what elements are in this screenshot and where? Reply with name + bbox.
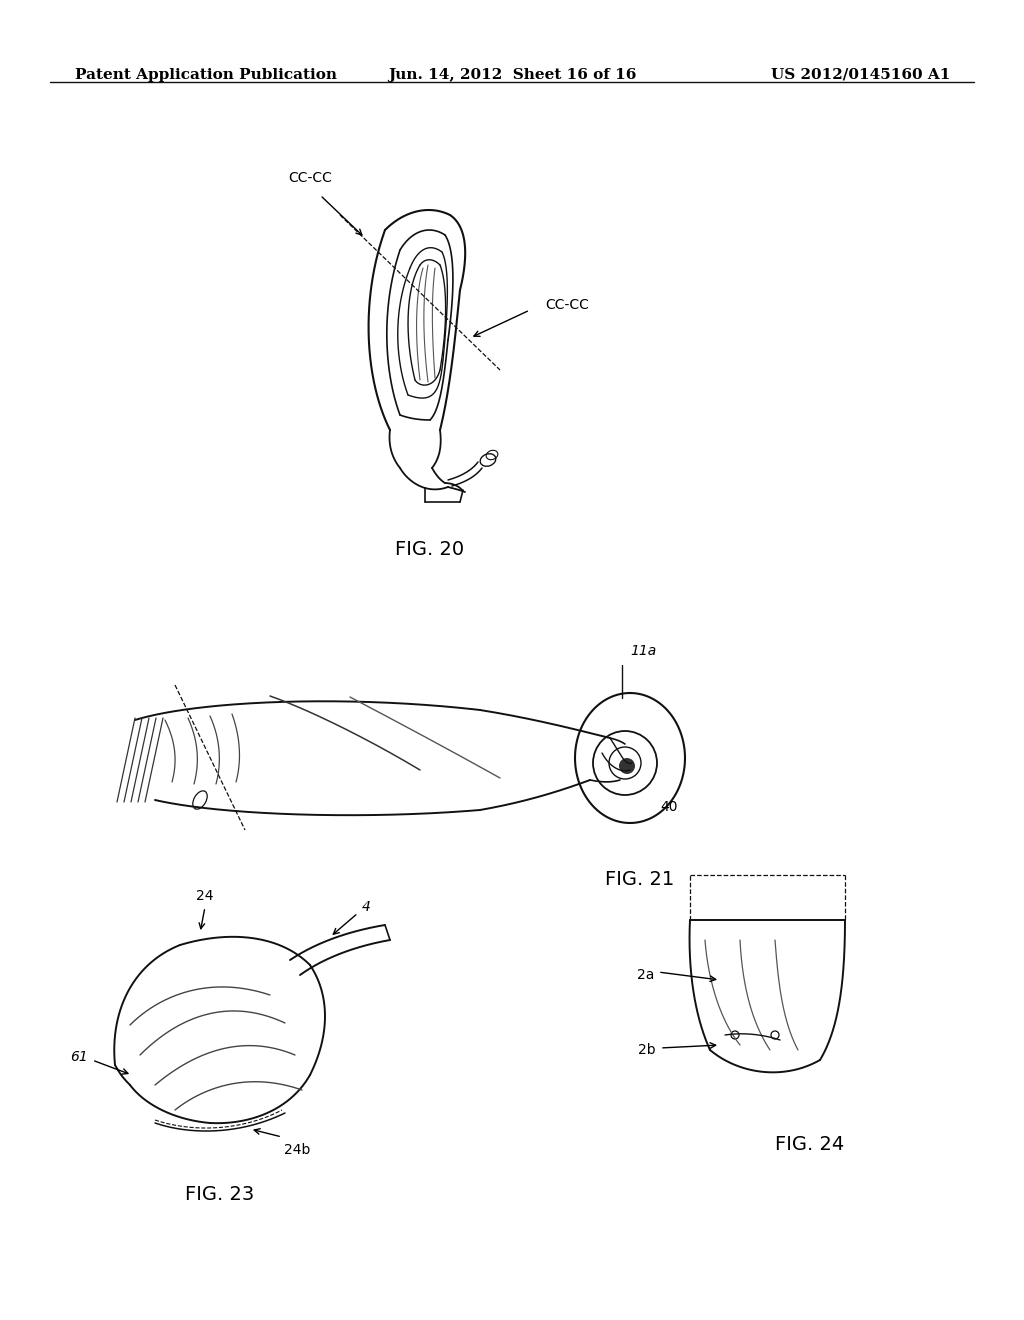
Text: FIG. 20: FIG. 20: [395, 540, 465, 558]
Text: 24: 24: [197, 888, 214, 903]
Text: 61: 61: [71, 1049, 88, 1064]
Text: 4: 4: [362, 900, 371, 913]
Text: CC-CC: CC-CC: [288, 172, 332, 185]
Text: US 2012/0145160 A1: US 2012/0145160 A1: [771, 69, 950, 82]
Text: Patent Application Publication: Patent Application Publication: [75, 69, 337, 82]
Text: Jun. 14, 2012  Sheet 16 of 16: Jun. 14, 2012 Sheet 16 of 16: [388, 69, 636, 82]
Circle shape: [618, 758, 635, 774]
Text: 2b: 2b: [638, 1043, 656, 1057]
Text: 11a: 11a: [630, 644, 656, 657]
Text: 24b: 24b: [284, 1143, 310, 1158]
Text: 40: 40: [660, 800, 678, 814]
Text: FIG. 21: FIG. 21: [605, 870, 675, 888]
Text: FIG. 23: FIG. 23: [185, 1185, 255, 1204]
Text: FIG. 24: FIG. 24: [775, 1135, 845, 1154]
Text: 2a: 2a: [637, 968, 654, 982]
Text: CC-CC: CC-CC: [545, 298, 589, 312]
